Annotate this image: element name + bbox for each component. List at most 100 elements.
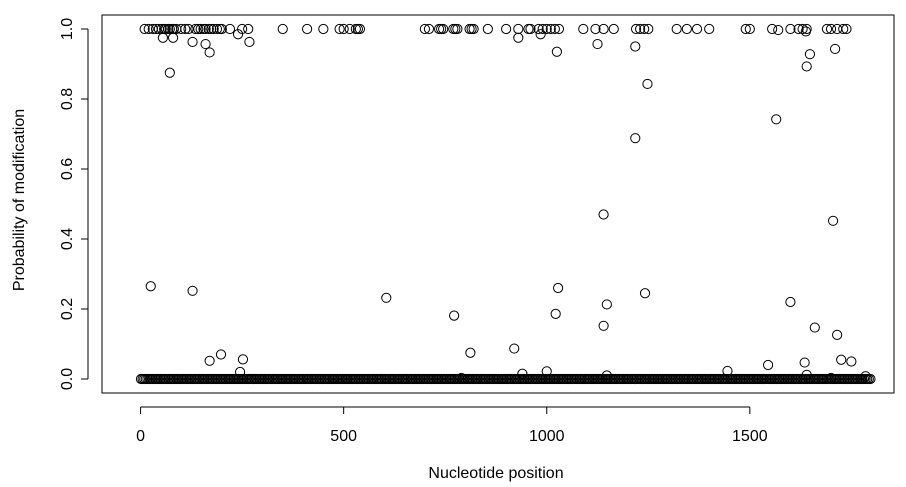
- data-point: [836, 354, 847, 365]
- data-point: [722, 365, 733, 377]
- data-point: [215, 349, 227, 360]
- data-point: [838, 23, 849, 35]
- data-point: [344, 23, 355, 35]
- data-point: [318, 23, 329, 35]
- data-point: [639, 288, 651, 299]
- data-point: [187, 285, 198, 296]
- data-point: [450, 23, 461, 35]
- data-point: [449, 310, 460, 321]
- data-point: [143, 23, 154, 35]
- x-tick-label: 500: [330, 428, 357, 445]
- data-point: [302, 23, 313, 35]
- y-tick-label: 0.0: [59, 368, 76, 390]
- data-point: [334, 23, 345, 35]
- data-point: [338, 23, 349, 35]
- x-axis-title: Nucleotide position: [428, 465, 563, 482]
- data-point: [598, 209, 609, 220]
- y-tick-label: 1.0: [59, 18, 76, 40]
- data-point: [224, 23, 236, 35]
- data-point: [206, 23, 217, 35]
- x-tick-label: 0: [136, 428, 145, 445]
- data-point: [183, 23, 194, 35]
- plot-frame: [101, 14, 895, 394]
- data-point: [200, 23, 211, 35]
- data-point: [145, 281, 156, 292]
- data-point: [423, 23, 435, 35]
- data-point: [785, 23, 796, 35]
- data-point: [771, 114, 782, 125]
- data-point: [809, 322, 820, 333]
- data-point: [176, 23, 187, 35]
- data-point: [465, 347, 476, 358]
- y-tick-label: 0.2: [59, 298, 76, 320]
- data-point: [598, 320, 609, 331]
- data-point: [832, 329, 843, 340]
- data-point: [549, 23, 560, 35]
- data-point: [800, 26, 811, 37]
- data-point: [630, 133, 641, 144]
- y-tick-label: 0.6: [59, 158, 76, 180]
- data-point: [799, 357, 810, 368]
- data-point: [167, 32, 179, 43]
- data-point: [525, 23, 536, 35]
- data-point: [797, 23, 808, 35]
- data-point: [630, 23, 642, 35]
- data-point: [468, 23, 479, 35]
- data-point: [740, 23, 751, 35]
- data-point: [232, 29, 244, 40]
- data-point: [187, 36, 198, 48]
- data-point: [744, 23, 755, 35]
- data-point: [354, 23, 366, 35]
- data-point: [545, 23, 556, 35]
- data-point: [150, 23, 162, 35]
- data-point: [237, 23, 248, 35]
- data-point: [204, 47, 215, 58]
- data-point: [804, 49, 816, 60]
- data-point: [773, 24, 784, 36]
- data-point: [438, 23, 449, 35]
- data-point: [448, 23, 459, 35]
- data-point: [801, 369, 812, 380]
- data-point: [830, 43, 841, 55]
- data-point: [157, 32, 169, 43]
- data-point: [204, 355, 215, 366]
- data-point: [551, 46, 562, 57]
- data-point: [234, 366, 246, 378]
- data-point: [601, 299, 612, 310]
- data-point: [801, 61, 812, 72]
- y-tick-label: 0.4: [59, 228, 76, 250]
- data-point: [164, 67, 175, 78]
- data-point: [825, 372, 837, 384]
- y-axis: 0.0 0.2 0.4 0.6 0.8 1.0: [59, 18, 89, 390]
- data-point: [821, 23, 833, 35]
- data-point: [553, 23, 565, 35]
- data-point: [180, 23, 191, 35]
- data-point: [608, 23, 619, 35]
- data-point: [195, 23, 206, 35]
- x-tick-label: 1500: [732, 428, 768, 445]
- data-point: [211, 23, 223, 35]
- data-point: [513, 32, 524, 43]
- data-point: [592, 38, 603, 50]
- data-point: [501, 23, 512, 35]
- data-point: [464, 23, 475, 35]
- data-point: [456, 372, 467, 384]
- data-point: [681, 23, 692, 35]
- data-point: [691, 23, 703, 35]
- data-point: [865, 373, 876, 385]
- data-point: [350, 23, 361, 35]
- data-point: [193, 23, 204, 35]
- data-point: [436, 23, 447, 35]
- data-point: [762, 359, 774, 371]
- data-point: [139, 23, 150, 35]
- data-point: [550, 308, 561, 319]
- data-point: [846, 356, 857, 367]
- data-point: [541, 366, 552, 377]
- data-point: [419, 23, 430, 35]
- y-tick-label: 0.8: [59, 88, 76, 110]
- data-point: [635, 23, 646, 35]
- data-point: [541, 23, 552, 35]
- data-point: [216, 23, 227, 35]
- data-point: [704, 23, 715, 35]
